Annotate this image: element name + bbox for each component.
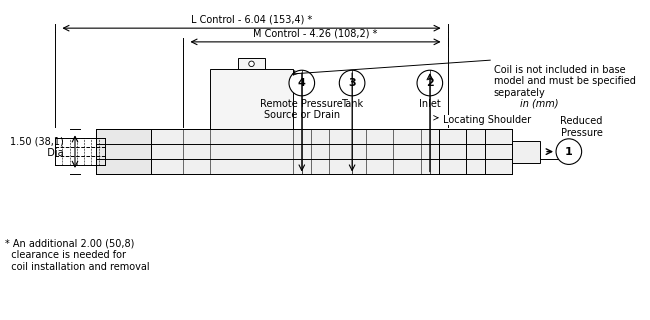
Text: 1: 1: [565, 147, 573, 156]
Bar: [96, 129, 151, 174]
Text: in (mm): in (mm): [521, 99, 559, 108]
Text: 1.50 (38,1)
  Dia: 1.50 (38,1) Dia: [10, 136, 64, 158]
Text: 4: 4: [298, 78, 305, 88]
Bar: [96, 129, 512, 174]
Bar: [211, 69, 292, 129]
Text: Reduced
Pressure: Reduced Pressure: [560, 116, 603, 138]
Bar: [238, 58, 265, 69]
Circle shape: [339, 70, 365, 96]
Circle shape: [417, 70, 443, 96]
Circle shape: [556, 139, 582, 164]
Text: L Control - 6.04 (153,4) *: L Control - 6.04 (153,4) *: [191, 14, 312, 25]
Text: Coil is not included in base
model and must be specified
separately: Coil is not included in base model and m…: [494, 65, 636, 98]
Text: M Control - 4.26 (108,2) *: M Control - 4.26 (108,2) *: [254, 28, 378, 38]
Text: Tank: Tank: [341, 99, 363, 108]
Text: Locating Shoulder: Locating Shoulder: [443, 115, 531, 124]
Circle shape: [289, 70, 315, 96]
Text: Inlet: Inlet: [419, 99, 441, 108]
Circle shape: [249, 61, 254, 67]
Bar: [512, 141, 540, 163]
Text: 3: 3: [348, 78, 356, 88]
Text: 2: 2: [426, 78, 434, 88]
Text: * An additional 2.00 (50,8)
  clearance is needed for
  coil installation and re: * An additional 2.00 (50,8) clearance is…: [5, 238, 150, 272]
Text: Remote Pressure
Source or Drain: Remote Pressure Source or Drain: [261, 99, 343, 120]
